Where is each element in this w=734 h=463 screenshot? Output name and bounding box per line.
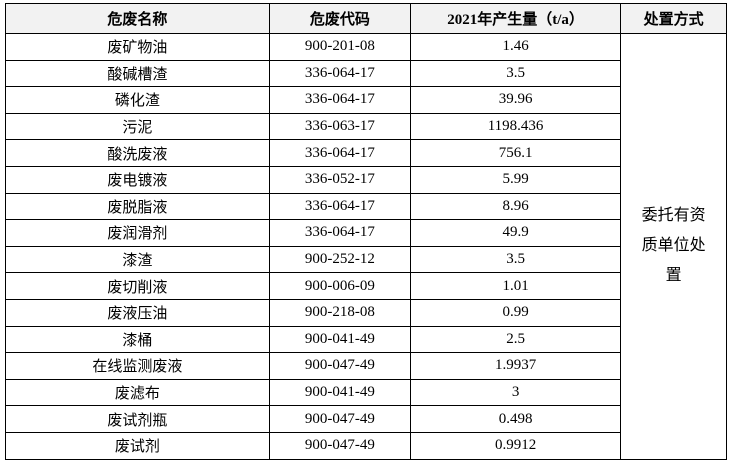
table-cell: 3 — [410, 378, 622, 407]
table-cell: 900-047-49 — [268, 431, 412, 460]
table-cell: 8.96 — [410, 192, 622, 221]
table-cell: 5.99 — [410, 165, 622, 194]
table-cell: 1.01 — [410, 272, 622, 300]
table-cell: 336-064-17 — [268, 192, 412, 221]
header-cell: 危废代码 — [268, 3, 412, 34]
table-row: 磷化渣 336-064-17 39.96 — [5, 86, 727, 114]
table-cell: 3.5 — [410, 59, 622, 88]
table-cell: 废试剂 — [5, 431, 270, 460]
table-row: 污泥 336-063-17 1198.436 — [5, 112, 727, 141]
disposal-cell: 委托有资质单位处置 — [620, 33, 727, 460]
table-cell: 39.96 — [410, 86, 622, 114]
table-cell: 336-052-17 — [268, 165, 412, 194]
header-row: 危废名称 危废代码 2021年产生量（t/a） 处置方式 — [5, 3, 727, 34]
table-cell: 336-064-17 — [268, 219, 412, 247]
table-row: 在线监测废液 900-047-49 1.9937 — [5, 352, 727, 380]
table-cell: 废切削液 — [5, 272, 270, 300]
table-row: 酸洗废液 336-064-17 756.1 — [5, 139, 727, 167]
disposal-text: 委托有资质单位处置 — [641, 207, 706, 285]
table-row: 废切削液 900-006-09 1.01 — [5, 272, 727, 300]
waste-table: 危废名称 危废代码 2021年产生量（t/a） 处置方式 废矿物油 900-201-08… — [5, 3, 727, 460]
table-cell: 1.9937 — [410, 352, 622, 380]
table-cell: 1.46 — [410, 33, 622, 61]
table-cell: 2.5 — [410, 325, 622, 354]
table-cell: 废润滑剂 — [5, 219, 270, 247]
table-cell: 900-218-08 — [268, 298, 412, 327]
table-row: 废润滑剂 336-064-17 49.9 — [5, 219, 727, 247]
table-cell: 3.5 — [410, 245, 622, 274]
table-cell: 900-041-49 — [268, 378, 412, 407]
table-cell: 336-064-17 — [268, 86, 412, 114]
table-cell: 在线监测废液 — [5, 352, 270, 380]
table-cell: 336-064-17 — [268, 59, 412, 88]
table-cell: 酸洗废液 — [5, 139, 270, 167]
table-cell: 1198.436 — [410, 112, 622, 141]
table-cell: 756.1 — [410, 139, 622, 167]
table-row: 漆桶 900-041-49 2.5 — [5, 325, 727, 354]
table-cell: 酸碱槽渣 — [5, 59, 270, 88]
table-cell: 49.9 — [410, 219, 622, 247]
table-cell: 336-064-17 — [268, 139, 412, 167]
header-cell: 处置方式 — [620, 3, 727, 34]
table-row: 废试剂瓶 900-047-49 0.498 — [5, 405, 727, 433]
table-cell: 900-041-49 — [268, 325, 412, 354]
header-cell: 危废名称 — [5, 3, 270, 34]
table-row: 废试剂 900-047-49 0.9912 — [5, 431, 727, 460]
table-cell: 900-047-49 — [268, 352, 412, 380]
header-cell: 2021年产生量（t/a） — [410, 3, 622, 34]
table-cell: 废试剂瓶 — [5, 405, 270, 433]
table-cell: 0.99 — [410, 298, 622, 327]
table-cell: 废脱脂液 — [5, 192, 270, 221]
table-cell: 漆桶 — [5, 325, 270, 354]
table-row: 漆渣 900-252-12 3.5 — [5, 245, 727, 274]
table-cell: 900-047-49 — [268, 405, 412, 433]
table-cell: 污泥 — [5, 112, 270, 141]
table-cell: 900-006-09 — [268, 272, 412, 300]
table-row: 废滤布 900-041-49 3 — [5, 378, 727, 407]
table-head: 危废名称 危废代码 2021年产生量（t/a） 处置方式 — [5, 3, 727, 34]
table-row: 废矿物油 900-201-08 1.46 委托有资质单位处置 — [5, 33, 727, 460]
table-cell: 废电镀液 — [5, 165, 270, 194]
table-body: 废矿物油 900-201-08 1.46 委托有资质单位处置 酸碱槽渣 336-064-1… — [5, 33, 727, 460]
table-cell: 漆渣 — [5, 245, 270, 274]
table-cell: 0.9912 — [410, 431, 622, 460]
table-cell: 900-252-12 — [268, 245, 412, 274]
table-cell: 336-063-17 — [268, 112, 412, 141]
table-row: 废脱脂液 336-064-17 8.96 — [5, 192, 727, 221]
table-row: 废电镀液 336-052-17 5.99 — [5, 165, 727, 194]
table-cell: 900-201-08 — [268, 33, 412, 61]
table-cell: 废液压油 — [5, 298, 270, 327]
table-cell: 0.498 — [410, 405, 622, 433]
table-row: 废液压油 900-218-08 0.99 — [5, 298, 727, 327]
table-cell: 废矿物油 — [5, 33, 270, 61]
table-cell: 磷化渣 — [5, 86, 270, 114]
table-cell: 废滤布 — [5, 378, 270, 407]
table-row: 酸碱槽渣 336-064-17 3.5 — [5, 59, 727, 88]
